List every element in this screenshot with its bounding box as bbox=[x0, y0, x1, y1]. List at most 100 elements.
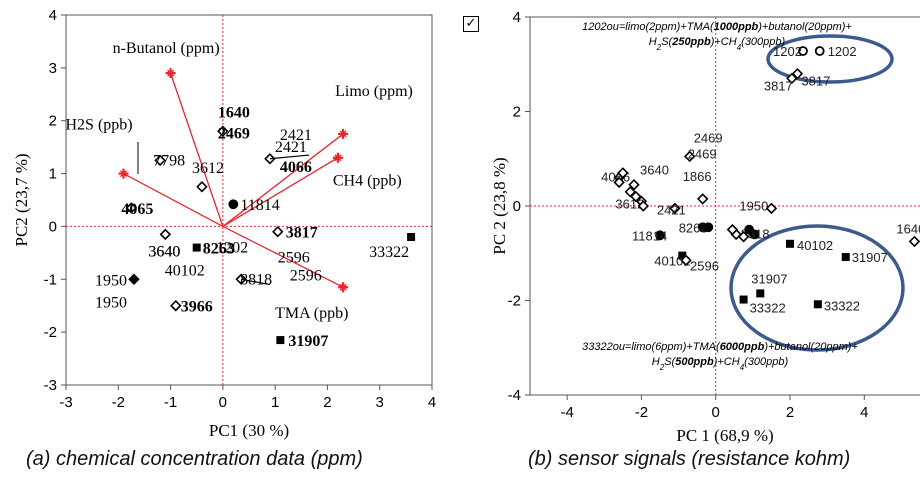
point-label: 1866 bbox=[683, 169, 712, 184]
x-tick-label: 4 bbox=[428, 394, 436, 411]
y-tick-label: 0 bbox=[49, 218, 57, 235]
caption-b: (b) sensor signals (resistance kohm) bbox=[528, 448, 851, 470]
y-tick-label: 2 bbox=[513, 104, 521, 121]
loading-vector bbox=[222, 157, 339, 227]
point-label: 3817 bbox=[286, 225, 318, 242]
point-label: 2469 bbox=[694, 130, 723, 145]
y-tick-label: -2 bbox=[44, 324, 57, 341]
circle-marker bbox=[798, 46, 808, 56]
y-tick-label: 4 bbox=[513, 9, 521, 26]
diamond-marker bbox=[628, 179, 640, 191]
square-marker bbox=[739, 295, 748, 304]
diamond-marker bbox=[217, 125, 229, 138]
loading-vector bbox=[169, 72, 224, 227]
x-tick-label: -2 bbox=[112, 394, 125, 411]
diamond-marker bbox=[696, 193, 709, 205]
circle-marker bbox=[814, 46, 825, 56]
circle-marker bbox=[744, 224, 755, 235]
point-label: 3640 bbox=[148, 243, 180, 260]
diamond-marker bbox=[669, 202, 681, 215]
x-tick-label: 2 bbox=[323, 394, 331, 411]
point-label: 2421 bbox=[657, 202, 686, 217]
annotation-fragment: (300ppb) bbox=[741, 36, 785, 48]
annotation-fragment: 1000ppb bbox=[714, 21, 759, 33]
diamond-marker bbox=[125, 202, 138, 214]
annotation-fragment: 6000ppb bbox=[720, 341, 765, 353]
diamond-marker bbox=[128, 273, 140, 286]
star-marker-diag bbox=[339, 283, 347, 291]
square-marker bbox=[192, 243, 201, 252]
point-label: 3640 bbox=[640, 163, 669, 178]
plot-frame bbox=[65, 14, 433, 386]
annotation-text: H2S(500ppb)+CH4(300ppb) bbox=[652, 356, 789, 372]
annotation-fragment: )+CH bbox=[709, 36, 737, 48]
point-leader-line bbox=[241, 278, 271, 286]
annotation-text: H2S(250ppb)+CH4(300ppb) bbox=[649, 36, 786, 52]
point-label: 31907 bbox=[852, 250, 888, 265]
point-label: 1950 bbox=[95, 272, 127, 289]
diamond-marker bbox=[791, 67, 804, 80]
star-marker-diag bbox=[120, 170, 128, 178]
diamond-marker bbox=[908, 235, 920, 248]
annotation-fragment: 4 bbox=[737, 43, 742, 52]
y-axis-label: PC 2 (23,8 %) bbox=[490, 157, 509, 254]
point-label: 1202 bbox=[828, 44, 857, 59]
point-label: 2421 bbox=[275, 139, 307, 156]
diamond-marker bbox=[765, 202, 778, 215]
x-tick-label: 4 bbox=[860, 404, 868, 421]
y-tick-label: -1 bbox=[44, 271, 57, 288]
x-tick-label: -3 bbox=[59, 394, 72, 411]
annotation-fragment: (300ppb) bbox=[744, 356, 788, 368]
diamond-marker bbox=[637, 200, 650, 212]
cluster-ellipse-top bbox=[766, 34, 894, 84]
loading-vector bbox=[123, 172, 224, 228]
annotation-text: 1202ou=limo(2ppm)+TMA(1000ppb)+butanol(2… bbox=[582, 21, 852, 33]
annotation-fragment: 4 bbox=[740, 363, 745, 372]
annotation-fragment: H bbox=[649, 36, 657, 48]
point-label: 33322 bbox=[369, 244, 409, 261]
point-label: 2596 bbox=[278, 250, 310, 267]
point-label: 8263 bbox=[679, 220, 708, 235]
annotation-fragment: )+CH bbox=[712, 356, 740, 368]
loading-vector-label: CH4 (ppb) bbox=[333, 173, 402, 190]
chart-a-pca-chemical: -3 -2 -1 0 1 2 3 4 -3 -2 -1 0 1 2 3 4 PC1 (30 %) PC2 (23,… bbox=[12, 7, 436, 440]
diamond-marker bbox=[617, 167, 629, 179]
annotation-fragment: S( bbox=[664, 356, 676, 368]
star-marker-diag bbox=[167, 69, 175, 77]
point-label: 7798 bbox=[153, 152, 185, 169]
annotation-fragment: 33322ou=limo(6ppm)+TMA( bbox=[582, 341, 721, 353]
point-label: 1950 bbox=[739, 198, 768, 213]
x-tick-label: 1 bbox=[271, 394, 279, 411]
point-label: 1202 bbox=[216, 239, 248, 256]
point-label: 2596 bbox=[690, 258, 719, 273]
diamond-marker bbox=[196, 181, 208, 193]
point-label: 1640 bbox=[896, 221, 920, 236]
cluster-ellipse-bottom bbox=[729, 224, 905, 352]
chart-b-pca-sensor: -4 -2 0 2 4 -4 -2 0 2 4 PC 1 (68,9 %) PC 2 (23,8 %)… bbox=[490, 9, 920, 445]
annotation-fragment: 2 bbox=[659, 363, 665, 372]
loading-vector bbox=[222, 225, 344, 288]
diamond-marker bbox=[683, 150, 696, 163]
annotation-fragment: S( bbox=[661, 36, 673, 48]
loading-vector bbox=[222, 133, 344, 227]
star-marker-diag bbox=[339, 130, 347, 138]
square-marker bbox=[756, 289, 765, 298]
point-label: 33322 bbox=[824, 298, 860, 313]
y-tick-label: 0 bbox=[513, 198, 521, 215]
annotation-fragment: )+butanol(20ppm)+ bbox=[756, 21, 852, 33]
x-tick-label: 0 bbox=[712, 404, 720, 421]
y-axis-label: PC2 (23,7 %) bbox=[12, 153, 31, 246]
checkbox-checked-icon[interactable]: ✓ bbox=[463, 16, 479, 32]
diamond-marker bbox=[235, 273, 247, 286]
diamond-marker bbox=[630, 190, 642, 203]
point-label: 11814 bbox=[632, 228, 667, 243]
point-label: 2596 bbox=[290, 268, 322, 285]
point-label: 40102 bbox=[654, 254, 690, 269]
point-label: 1640 bbox=[218, 104, 250, 121]
x-tick-label: -4 bbox=[560, 404, 573, 421]
point-label: 2469 bbox=[218, 125, 250, 142]
diamond-marker bbox=[154, 154, 166, 167]
point-leader-line bbox=[269, 154, 310, 160]
circle-marker bbox=[703, 222, 714, 233]
